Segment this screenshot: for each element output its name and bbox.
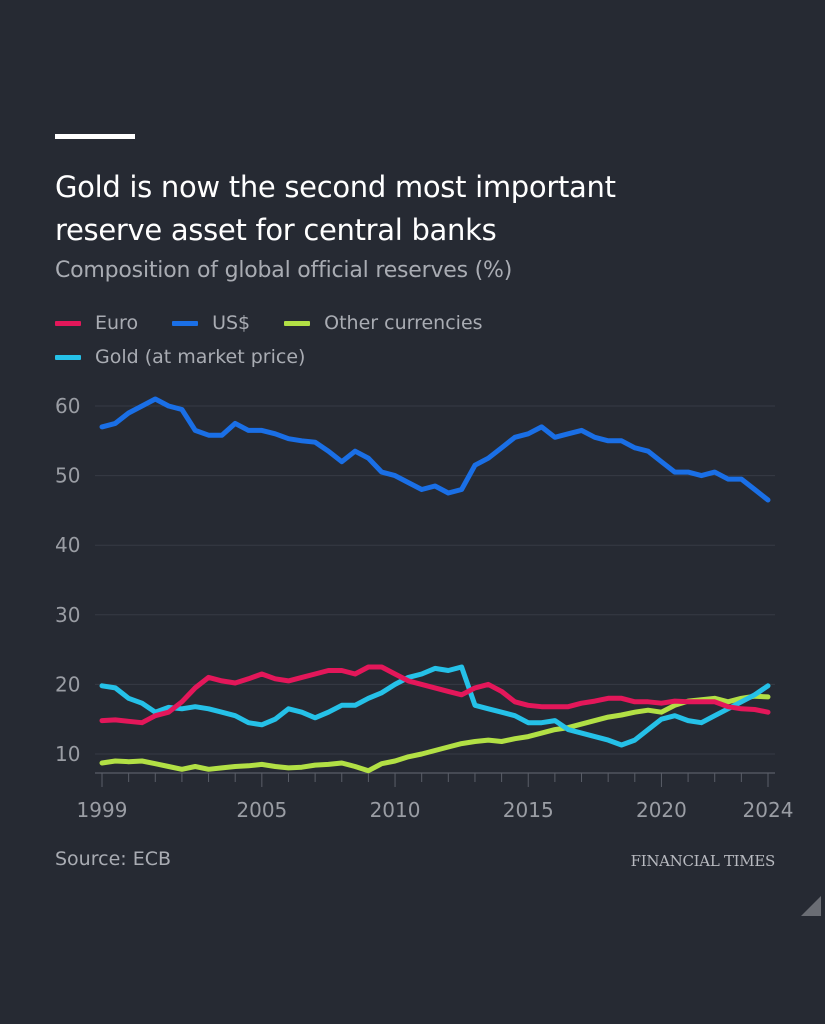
legend-swatch-gold <box>55 354 81 360</box>
y-tick-label-40: 40 <box>55 533 80 557</box>
series-line-gold-at-market-price <box>99 664 771 748</box>
legend-item-euro: Euro <box>55 312 138 334</box>
chart-subtitle: Composition of global official reserves … <box>55 258 513 283</box>
series-line-other-currencies <box>99 693 771 774</box>
x-tick-label-2005: 2005 <box>236 798 287 822</box>
legend-label-usd: US$ <box>212 312 251 334</box>
legend-swatch-usd <box>172 320 199 326</box>
y-tick-label-30: 30 <box>55 603 80 627</box>
y-tick-label-10: 10 <box>55 742 80 766</box>
y-tick-label-50: 50 <box>55 464 80 488</box>
legend-item-gold: Gold (at market price) <box>55 346 305 368</box>
x-tick-label-2020: 2020 <box>636 798 687 822</box>
chart-title: Gold is now the second most important re… <box>55 166 755 252</box>
x-tick-label-1999: 1999 <box>77 798 128 822</box>
y-tick-label-20: 20 <box>55 672 80 696</box>
legend-label-other: Other currencies <box>324 312 483 334</box>
legend: Euro US$ Other currencies Gold (at marke… <box>55 306 755 374</box>
y-tick-label-60: 60 <box>55 394 80 418</box>
x-tick-label-2024: 2024 <box>743 798 794 822</box>
title-line-2: reserve asset for central banks <box>55 213 497 247</box>
legend-label-gold: Gold (at market price) <box>95 346 306 368</box>
brand-logo: FINANCIAL TIMES <box>630 852 776 870</box>
legend-swatch-other <box>284 320 311 326</box>
legend-item-usd: US$ <box>172 312 250 334</box>
x-tick-label-2015: 2015 <box>503 798 554 822</box>
corner-fold-icon <box>801 896 821 916</box>
legend-item-other: Other currencies <box>284 312 483 334</box>
title-line-1: Gold is now the second most important <box>55 170 616 204</box>
source-note: Source: ECB <box>55 848 172 870</box>
series-line-us <box>99 396 771 503</box>
series-line-euro <box>99 664 771 726</box>
x-tick-label-2010: 2010 <box>370 798 421 822</box>
legend-swatch-euro <box>55 320 81 326</box>
legend-label-euro: Euro <box>95 312 139 334</box>
title-accent-bar <box>55 134 135 139</box>
